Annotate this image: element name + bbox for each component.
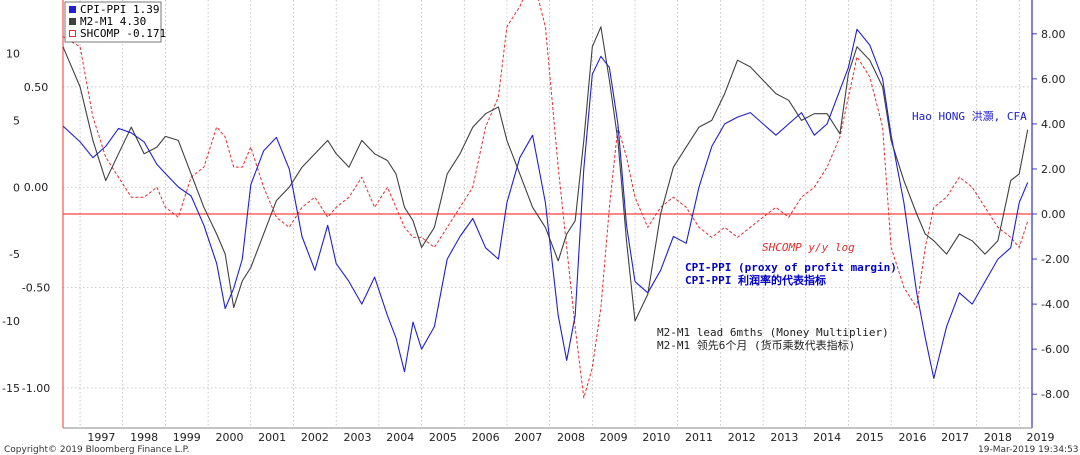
legend-marker-shcomp [69,30,76,37]
y-right-tick-label: 8.00 [1041,28,1066,41]
shcomp-annotation: SHCOMP y/y log [762,241,855,254]
y-right-tick-label: -6.00 [1041,343,1069,356]
x-tick-label: 2015 [856,431,884,444]
series-line-cpi-ppi [62,28,1029,379]
y-right-tick-label: 2.00 [1041,163,1066,176]
x-tick-label: 2002 [301,431,329,444]
y-outer-tick-label: -15 [2,382,20,395]
y-outer-tick-label: 5 [13,114,20,127]
x-tick-label: 2008 [557,431,585,444]
y-inner-tick-label: 0.00 [24,181,49,194]
y-outer-tick-label: 0 [13,181,20,194]
series-line-shcomp [62,0,1029,399]
x-tick-label: 1999 [173,431,201,444]
x-tick-label: 2003 [344,431,372,444]
cpippi-annotation-en: CPI-PPI (proxy of profit margin) [685,261,897,274]
x-tick-label: 2018 [984,431,1012,444]
y-outer-tick-label: 10 [6,48,20,61]
x-tick-label: 2019 [1027,431,1055,444]
series-lines [62,0,1032,399]
m2m1-annotation-cn: M2-M1 领先6个月 (货币乘数代表指标) [657,338,855,352]
y-right-tick-label: 0.00 [1041,208,1066,221]
x-tick-label: 1997 [87,431,115,444]
timestamp-text: 19-Mar-2019 19:34:53 [978,445,1079,455]
x-tick-label: 2007 [514,431,542,444]
y-inner-tick-label: -1.00 [22,382,50,395]
legend-box [64,1,162,43]
x-tick-label: 2013 [770,431,798,444]
x-tick-label: 2011 [685,431,713,444]
y-inner-tick-label: -0.50 [22,282,50,295]
y-inner-tick-label: 0.50 [24,81,49,94]
y-right-tick-label: -2.00 [1041,253,1069,266]
legend: CPI-PPI 1.39 M2-M1 4.30 SHCOMP -0.171 [64,1,166,43]
y-outer-tick-label: -5 [9,248,20,261]
legend-label-shcomp: SHCOMP -0.171 [80,27,166,40]
cpippi-annotation-cn: CPI-PPI 利润率的代表指标 [685,273,826,287]
y-right-tick-label: -4.00 [1041,298,1069,311]
x-tick-label: 2006 [472,431,500,444]
copyright-text: Copyright© 2019 Bloomberg Finance L.P. [4,445,189,455]
y-right-tick-label: -8.00 [1041,388,1069,401]
x-tick-label: 2005 [429,431,457,444]
x-tick-label: 2014 [813,431,841,444]
x-tick-label: 2009 [600,431,628,444]
grid [63,0,1032,428]
y-right-tick-label: 4.00 [1041,118,1066,131]
x-tick-label: 2000 [215,431,243,444]
tick-labels: 1997 1998 1999 2000 2001 2002 2003 2004 2005 2006… [2,28,1069,444]
x-tick-label: 2004 [386,431,414,444]
series-line-m2-m1 [62,26,1029,322]
x-tick-label: 2016 [898,431,926,444]
legend-label-m2m1: M2-M1 4.30 [80,15,146,28]
x-tick-label: 2001 [258,431,286,444]
legend-label-cpippi: CPI-PPI 1.39 [80,3,159,16]
y-outer-tick-label: -10 [2,315,20,328]
y-right-tick-label: 6.00 [1041,73,1066,86]
x-tick-label: 1998 [130,431,158,444]
legend-marker-cpippi [69,6,76,13]
x-tick-label: 2012 [728,431,756,444]
m2m1-annotation-en: M2-M1 lead 6mths (Money Multiplier) [657,326,889,339]
author-annotation: Hao HONG 洪灝, CFA [912,109,1027,123]
legend-marker-m2m1 [69,18,76,25]
x-tick-label: 2017 [941,431,969,444]
x-tick-label: 2010 [642,431,670,444]
